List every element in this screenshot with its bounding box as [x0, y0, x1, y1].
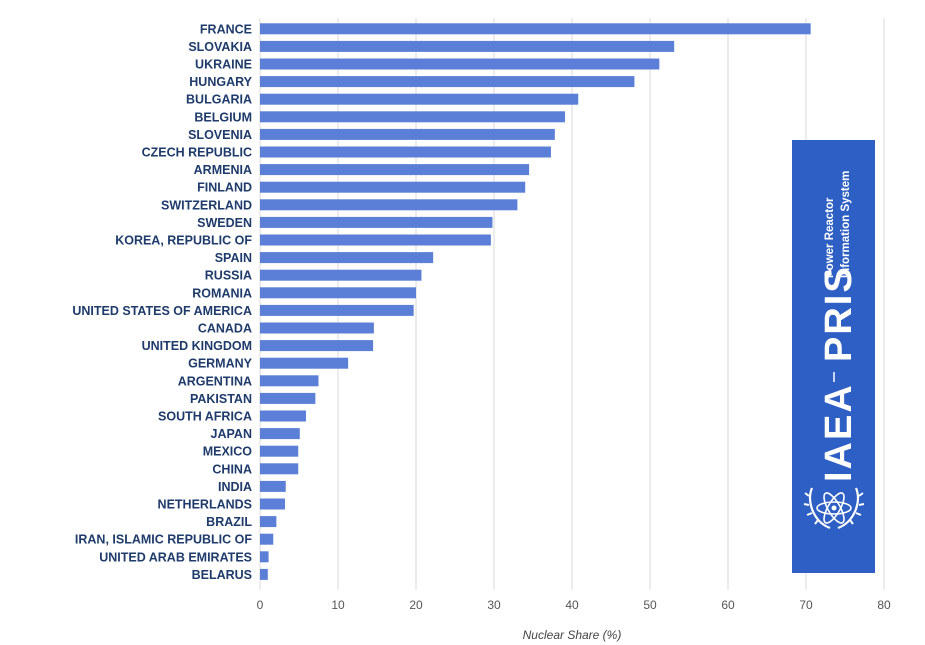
bar [260, 516, 277, 528]
pris-logo: IAEA PRIS Power Reactor Information Syst… [792, 140, 875, 573]
category-label: INDIA [218, 480, 252, 494]
bar [260, 392, 316, 404]
category-label: CHINA [212, 462, 252, 476]
bar [260, 568, 268, 580]
x-axis-title: Nuclear Share (%) [523, 628, 622, 642]
category-label: NETHERLANDS [158, 498, 252, 512]
bar [260, 551, 269, 563]
category-label: SLOVAKIA [188, 40, 252, 54]
bar [260, 128, 555, 140]
x-tick-label: 20 [409, 598, 423, 612]
category-label: CZECH REPUBLIC [142, 146, 252, 160]
bar [260, 111, 565, 123]
category-label: PAKISTAN [190, 392, 252, 406]
bar [260, 146, 551, 158]
x-tick-label: 80 [877, 598, 891, 612]
bar [260, 322, 374, 334]
category-label: KOREA, REPUBLIC OF [115, 234, 252, 248]
bar [260, 252, 434, 264]
category-label: SLOVENIA [188, 128, 252, 142]
bar [260, 58, 660, 70]
x-tick-label: 10 [331, 598, 345, 612]
bar [260, 287, 416, 299]
bar [260, 480, 286, 492]
category-label: BELARUS [192, 568, 252, 582]
logo-line1: Power Reactor [824, 197, 836, 278]
category-label: BELGIUM [194, 110, 252, 124]
x-tick-label: 0 [257, 598, 264, 612]
category-label: SWITZERLAND [161, 198, 252, 212]
x-tick-label: 40 [565, 598, 579, 612]
bar [260, 445, 299, 457]
x-tick-label: 30 [487, 598, 501, 612]
bar [260, 269, 422, 281]
category-label: IRAN, ISLAMIC REPUBLIC OF [75, 533, 252, 547]
bar [260, 375, 319, 387]
logo-org-text: IAEA [818, 383, 860, 482]
bars [260, 23, 811, 580]
category-label: UNITED KINGDOM [142, 339, 252, 353]
category-label: UNITED ARAB EMIRATES [99, 550, 252, 564]
x-tick-label: 60 [721, 598, 735, 612]
logo-product-text: PRIS [818, 265, 860, 362]
bar [260, 40, 675, 52]
bar [260, 340, 374, 352]
bar [260, 164, 530, 176]
category-label: ROMANIA [192, 286, 252, 300]
category-label: UNITED STATES OF AMERICA [72, 304, 252, 318]
bar [260, 181, 526, 193]
x-tick-labels: 0 10 20 30 40 50 60 70 80 [257, 598, 891, 612]
bar [260, 357, 349, 369]
atom-laurel-icon [803, 487, 865, 530]
category-label: SPAIN [215, 251, 252, 265]
category-label: ARMENIA [194, 163, 252, 177]
category-label: SWEDEN [197, 216, 252, 230]
logo-background [792, 140, 875, 573]
x-tick-label: 70 [799, 598, 813, 612]
x-tick-label: 50 [643, 598, 657, 612]
category-label: RUSSIA [205, 269, 252, 283]
bar [260, 428, 300, 440]
bar [260, 234, 491, 246]
logo-line2: Information System [840, 171, 852, 278]
category-label: JAPAN [211, 427, 252, 441]
category-label: BULGARIA [186, 93, 252, 107]
bar [260, 76, 635, 88]
category-label: ARGENTINA [178, 374, 252, 388]
bar [260, 23, 811, 35]
category-label: GERMANY [188, 357, 253, 371]
category-label: CANADA [198, 322, 252, 336]
bar [260, 410, 307, 422]
bar [260, 216, 493, 228]
category-label: MEXICO [203, 445, 253, 459]
bar [260, 533, 274, 545]
category-label: UKRAINE [195, 58, 252, 72]
category-label: FRANCE [200, 22, 252, 36]
category-labels: FRANCE SLOVAKIA UKRAINE HUNGARY BULGARIA BELG… [72, 22, 252, 582]
category-label: FINLAND [197, 181, 252, 195]
bar [260, 304, 414, 316]
category-label: HUNGARY [189, 75, 252, 89]
category-label: SOUTH AFRICA [158, 410, 252, 424]
bar [260, 498, 285, 510]
bar [260, 463, 299, 475]
bar [260, 199, 518, 211]
category-label: BRAZIL [206, 515, 252, 529]
bar [260, 93, 579, 105]
